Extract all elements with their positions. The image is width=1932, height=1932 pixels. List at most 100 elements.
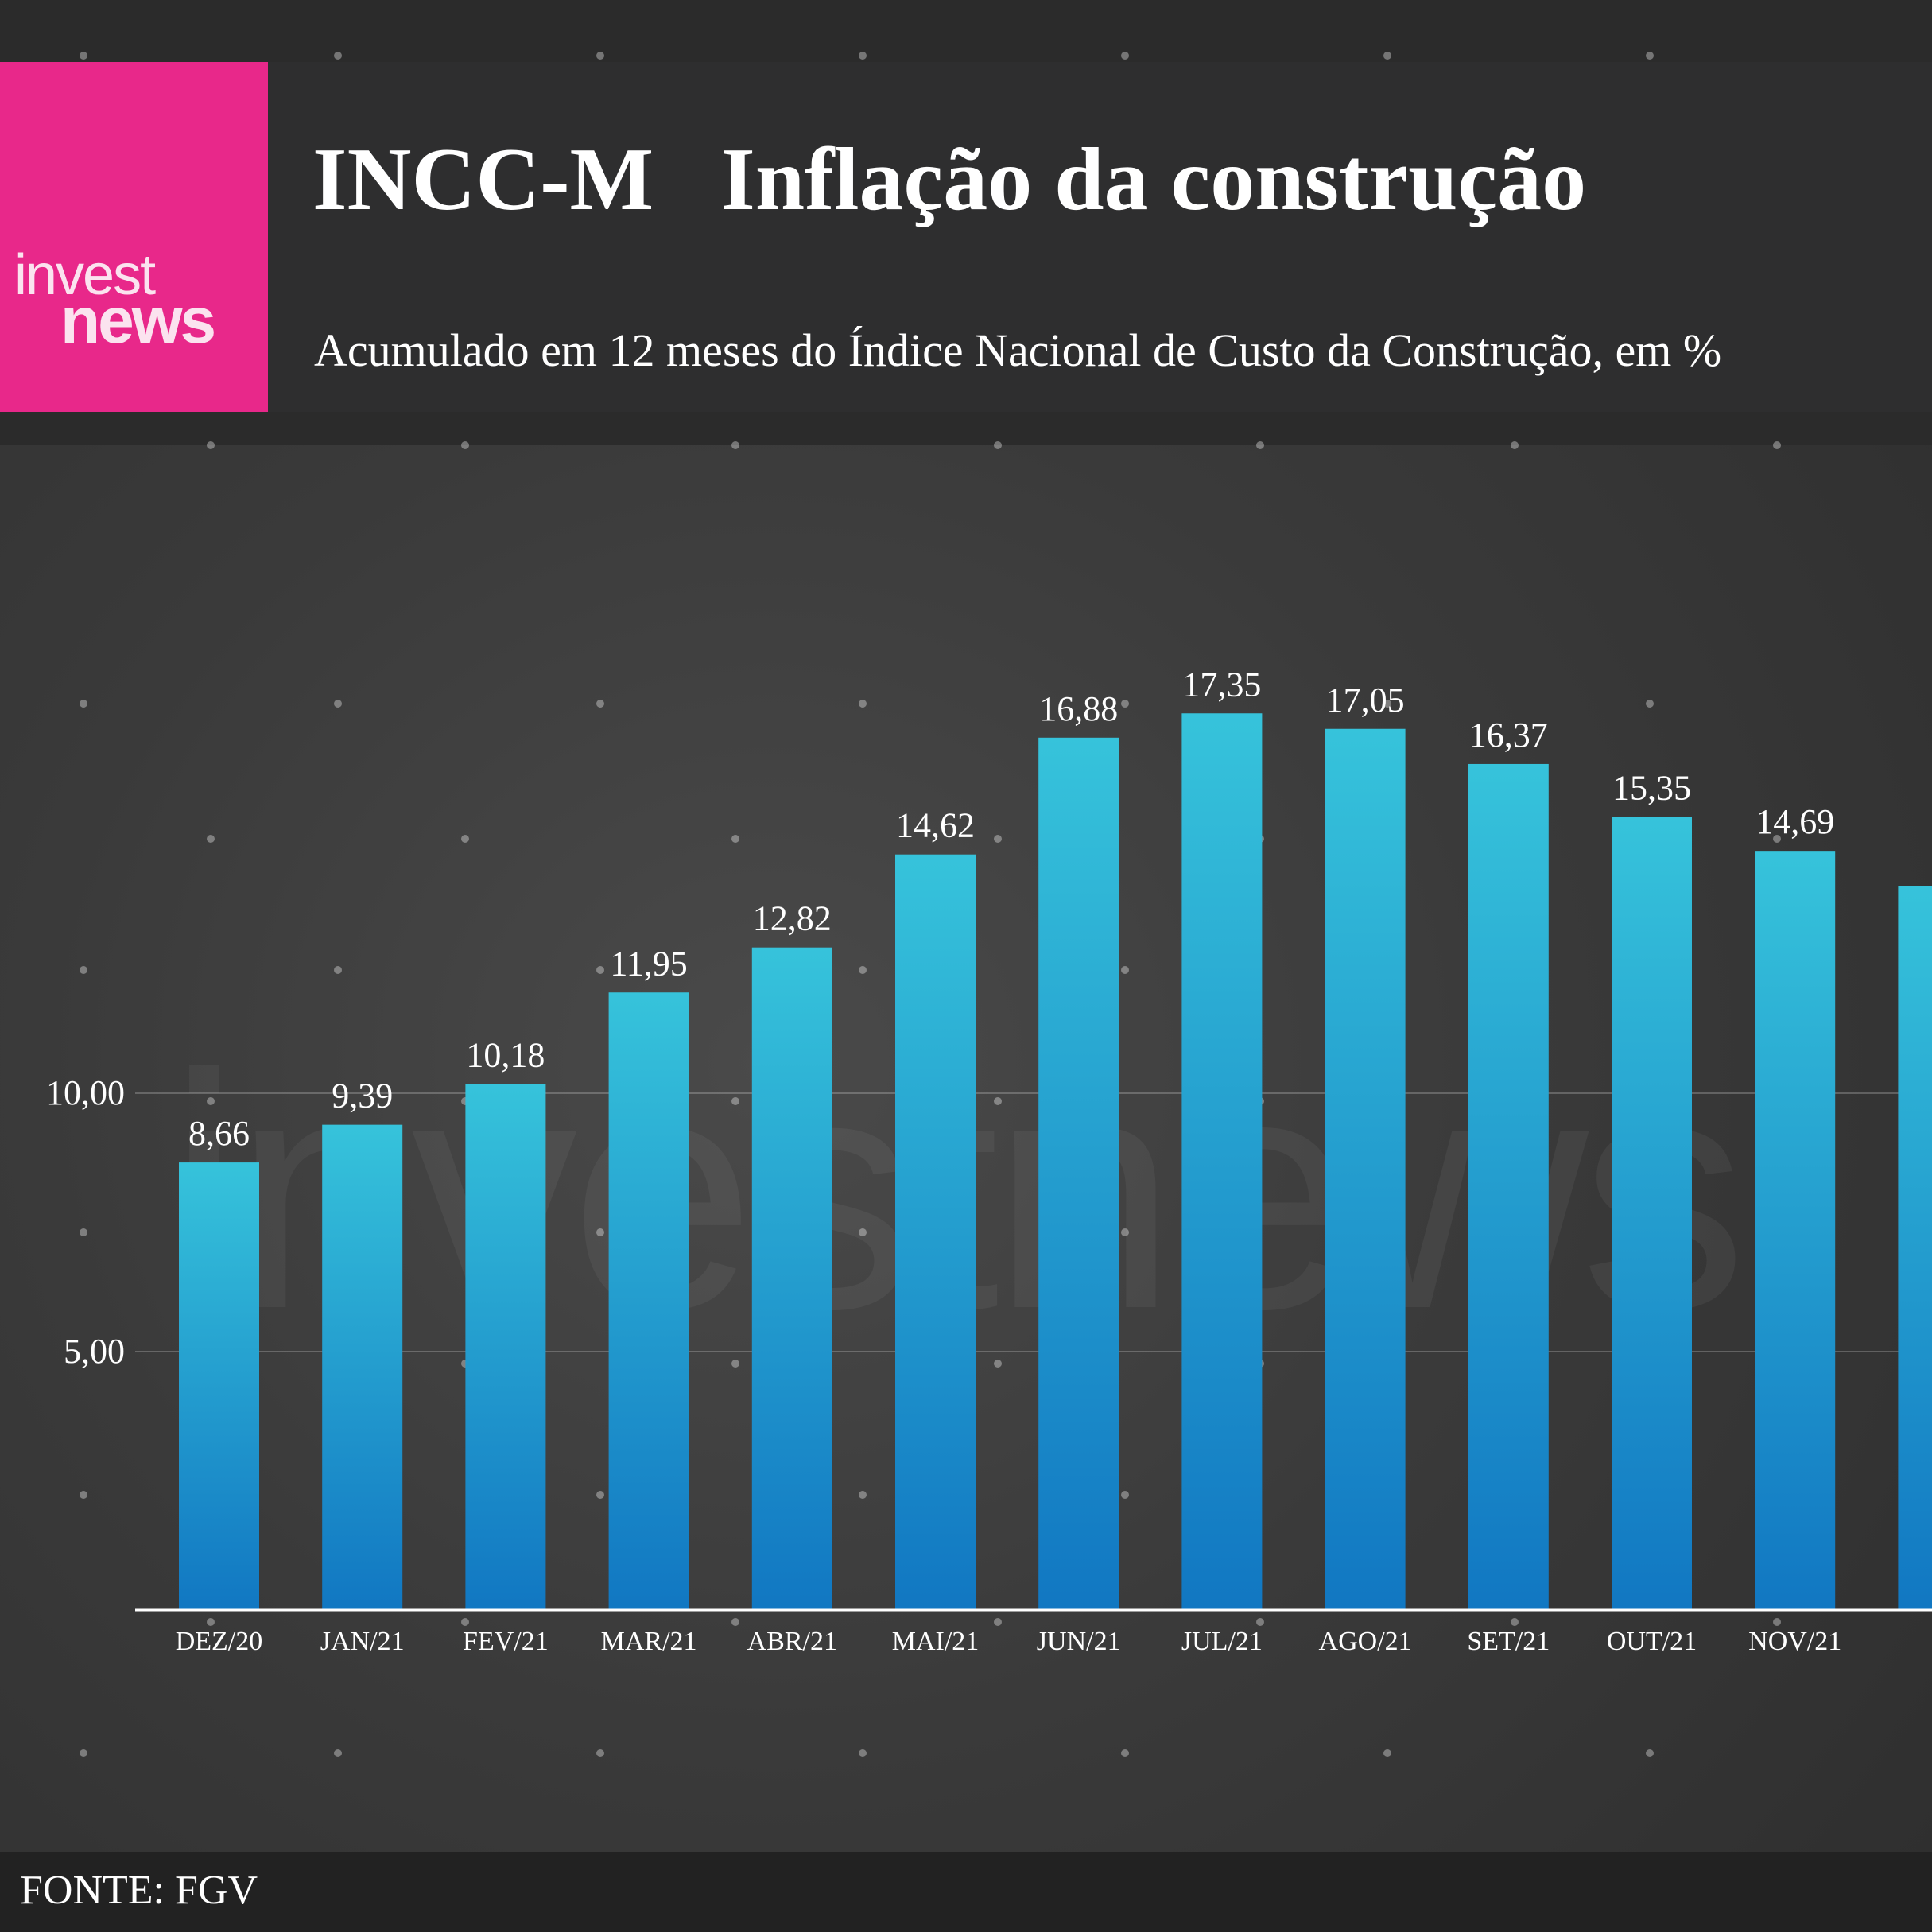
data-label: 14,62 xyxy=(896,806,975,845)
decorative-dot xyxy=(994,441,1002,449)
x-tick-label: MAR/21 xyxy=(601,1627,697,1656)
decorative-dot xyxy=(80,700,87,708)
decorative-dot xyxy=(596,52,604,60)
decorative-dot xyxy=(994,835,1002,843)
bar xyxy=(1325,728,1406,1610)
decorative-dot xyxy=(1121,1491,1129,1499)
decorative-dot xyxy=(80,1491,87,1499)
bar xyxy=(895,854,976,1610)
decorative-dot xyxy=(461,1618,469,1626)
data-label: 17,35 xyxy=(1182,665,1261,704)
bar xyxy=(1181,713,1263,1610)
x-tick-label: JUN/21 xyxy=(1037,1627,1121,1656)
decorative-dot xyxy=(1121,1228,1129,1236)
decorative-dot xyxy=(80,966,87,974)
decorative-dot xyxy=(1511,441,1519,449)
decorative-dot xyxy=(596,1749,604,1757)
decorative-dot xyxy=(596,1228,604,1236)
decorative-dot xyxy=(207,1618,215,1626)
header-bar xyxy=(0,62,1932,412)
decorative-dot xyxy=(1121,966,1129,974)
x-tick-label: NOV/21 xyxy=(1748,1627,1841,1656)
decorative-dot xyxy=(1773,441,1781,449)
decorative-dot xyxy=(731,1097,739,1105)
decorative-dot xyxy=(1256,441,1264,449)
logo-text-invest: invest xyxy=(14,243,156,307)
decorative-dot xyxy=(994,1618,1002,1626)
data-label: 16,37 xyxy=(1469,716,1548,755)
decorative-dot xyxy=(596,966,604,974)
decorative-dot xyxy=(1646,700,1654,708)
decorative-dot xyxy=(596,700,604,708)
decorative-dot xyxy=(1646,52,1654,60)
x-tick-label: DEZ/20 xyxy=(176,1627,263,1656)
decorative-dot xyxy=(461,1097,469,1105)
decorative-dot xyxy=(859,1228,867,1236)
decorative-dot xyxy=(1256,1618,1264,1626)
data-label: 14,69 xyxy=(1755,802,1834,841)
decorative-dot xyxy=(334,52,342,60)
decorative-dot xyxy=(207,441,215,449)
investnews-logo: invest news xyxy=(0,62,268,412)
source-note: FONTE: FGV xyxy=(20,1868,258,1913)
bar xyxy=(1612,817,1692,1610)
decorative-dot xyxy=(334,966,342,974)
decorative-dot xyxy=(731,1360,739,1368)
data-label: 10,18 xyxy=(466,1035,545,1074)
decorative-dot xyxy=(731,441,739,449)
decorative-dot xyxy=(80,1749,87,1757)
data-label: 16,88 xyxy=(1039,689,1118,728)
decorative-dot xyxy=(1511,1618,1519,1626)
bar xyxy=(1755,851,1836,1610)
x-tick-label: AGO/21 xyxy=(1319,1627,1412,1656)
decorative-dot xyxy=(80,52,87,60)
bar xyxy=(1468,763,1549,1611)
decorative-dot xyxy=(731,1618,739,1626)
decorative-dot xyxy=(994,1097,1002,1105)
bar xyxy=(179,1162,259,1610)
decorative-dot xyxy=(461,441,469,449)
decorative-dot xyxy=(461,1360,469,1368)
x-tick-label: SET/21 xyxy=(1467,1627,1550,1656)
decorative-dot xyxy=(859,52,867,60)
data-label: 8,66 xyxy=(188,1114,250,1153)
footer-bar xyxy=(0,1852,1932,1932)
decorative-dot xyxy=(1383,52,1391,60)
x-tick-label: ABR/21 xyxy=(747,1627,837,1656)
x-tick-label: JUL/21 xyxy=(1181,1627,1263,1656)
bar xyxy=(322,1124,403,1610)
data-label: 12,82 xyxy=(753,899,832,938)
decorative-dot xyxy=(207,835,215,843)
decorative-dot xyxy=(1121,52,1129,60)
decorative-dot xyxy=(994,1360,1002,1368)
chart-subtitle: Acumulado em 12 meses do Índice Nacional… xyxy=(314,324,1722,376)
decorative-dot xyxy=(207,1097,215,1105)
bar xyxy=(1038,737,1119,1610)
decorative-dot xyxy=(334,1749,342,1757)
data-label: 11,95 xyxy=(610,944,687,983)
bar xyxy=(751,947,832,1610)
decorative-dot xyxy=(1646,1749,1654,1757)
decorative-dot xyxy=(334,700,342,708)
data-label: 15,35 xyxy=(1612,768,1691,807)
x-tick-label: FEV/21 xyxy=(463,1627,549,1656)
chart-title: INCC-M Inflação da construção xyxy=(312,130,1587,229)
decorative-dot xyxy=(1773,1618,1781,1626)
bar xyxy=(608,992,689,1610)
decorative-dot xyxy=(1121,700,1129,708)
decorative-dot xyxy=(596,1491,604,1499)
decorative-dot xyxy=(1383,700,1391,708)
logo-text-news: news xyxy=(60,285,216,357)
decorative-dot xyxy=(80,1228,87,1236)
x-tick-label: OUT/21 xyxy=(1607,1627,1697,1656)
bar-partial xyxy=(1898,886,1932,1610)
x-tick-label: JAN/21 xyxy=(320,1627,405,1656)
decorative-dot xyxy=(859,966,867,974)
decorative-dot xyxy=(461,835,469,843)
data-label: 9,39 xyxy=(332,1077,393,1115)
decorative-dot xyxy=(859,1749,867,1757)
decorative-dot xyxy=(859,1491,867,1499)
y-tick-label: 5,00 xyxy=(64,1332,125,1371)
decorative-dot xyxy=(859,700,867,708)
